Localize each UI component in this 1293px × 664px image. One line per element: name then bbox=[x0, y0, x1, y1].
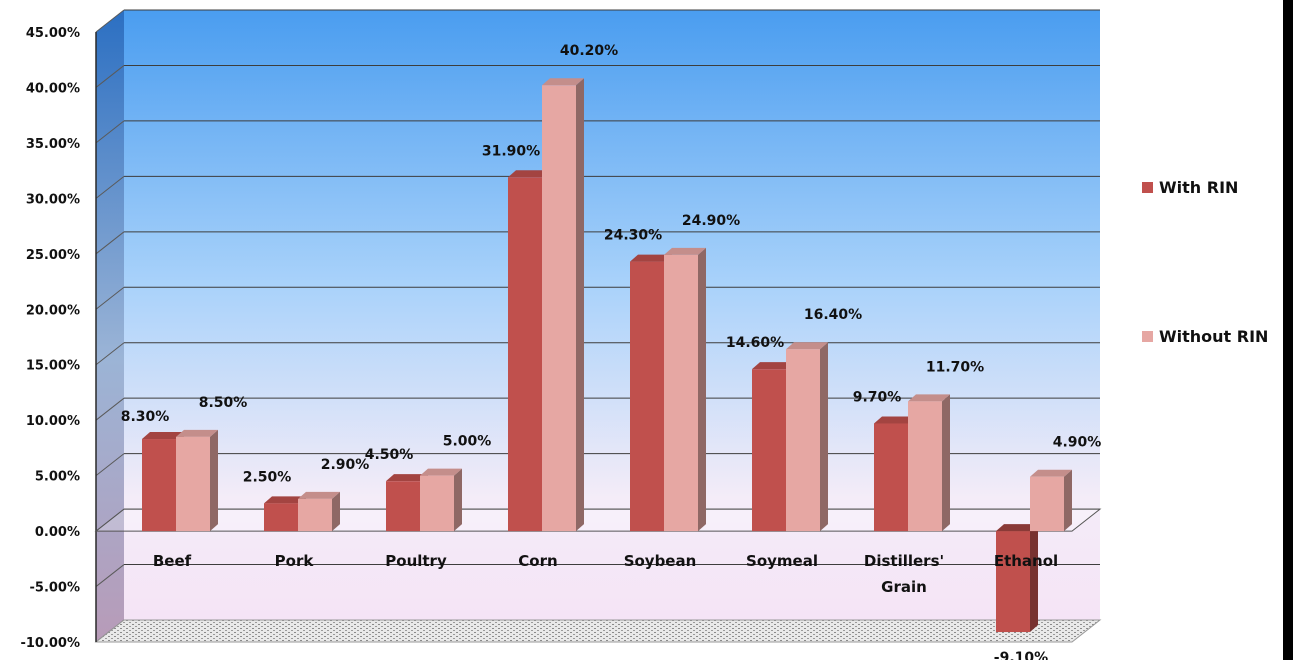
data-label: 4.90% bbox=[1053, 435, 1102, 451]
zero-plane bbox=[94, 508, 1102, 532]
x-tick-label: Distillers' bbox=[864, 552, 944, 570]
side-wall bbox=[96, 10, 124, 642]
legend-item-without-rin: Without RIN bbox=[1142, 327, 1268, 346]
y-tick-label: -10.00% bbox=[20, 636, 80, 651]
x-tick-label: Corn bbox=[518, 552, 557, 570]
gridline-side bbox=[95, 175, 125, 199]
legend-label-with-rin: With RIN bbox=[1159, 178, 1239, 197]
data-label: 24.90% bbox=[682, 213, 740, 229]
legend-item-with-rin: With RIN bbox=[1142, 178, 1238, 197]
y-tick-label: 10.00% bbox=[26, 414, 80, 429]
bar-without-rin bbox=[542, 78, 584, 532]
y-tick-label: 30.00% bbox=[26, 192, 80, 207]
x-tick-label: Pork bbox=[275, 552, 315, 570]
gridline-side bbox=[95, 231, 125, 255]
gridline-side bbox=[95, 120, 125, 144]
data-label: 8.30% bbox=[121, 409, 170, 425]
gridline-side bbox=[95, 9, 125, 33]
data-label: 40.20% bbox=[560, 43, 618, 59]
data-label: 2.90% bbox=[321, 457, 370, 473]
data-label: 9.70% bbox=[853, 390, 902, 406]
data-label: 8.50% bbox=[199, 395, 248, 411]
data-label: 11.70% bbox=[926, 359, 984, 375]
bar-without-rin bbox=[664, 247, 706, 532]
bar-with-rin bbox=[996, 524, 1038, 633]
y-tick-label: -5.00% bbox=[30, 581, 81, 596]
legend-label-without-rin: Without RIN bbox=[1159, 327, 1269, 346]
y-tick-label: 25.00% bbox=[26, 248, 80, 263]
legend-swatch-without-rin bbox=[1142, 331, 1153, 342]
data-label: 5.00% bbox=[443, 434, 492, 450]
bar-without-rin bbox=[908, 394, 950, 532]
data-label: -9.10% bbox=[994, 650, 1048, 660]
y-tick-label: 15.00% bbox=[26, 359, 80, 374]
gridline-side bbox=[95, 286, 125, 310]
bar-without-rin bbox=[420, 468, 462, 532]
data-label: 4.50% bbox=[365, 447, 414, 463]
data-label: 14.60% bbox=[726, 335, 784, 351]
gridline-side bbox=[95, 397, 125, 421]
gridline-side bbox=[95, 65, 125, 88]
data-label: 31.90% bbox=[482, 143, 540, 159]
x-tick-label: Beef bbox=[153, 552, 192, 570]
y-tick-label: 5.00% bbox=[35, 470, 80, 485]
y-tick-label: 40.00% bbox=[26, 81, 80, 96]
bar-without-rin bbox=[298, 491, 340, 532]
x-tick-label: Soymeal bbox=[746, 552, 818, 570]
data-label: 24.30% bbox=[604, 228, 662, 244]
gridline-side bbox=[95, 342, 125, 366]
chart-floor bbox=[94, 619, 1102, 643]
gridline-side bbox=[95, 564, 125, 587]
x-tick-label: Grain bbox=[881, 578, 927, 596]
x-tick-label: Soybean bbox=[624, 552, 697, 570]
bar-without-rin bbox=[1030, 469, 1072, 532]
y-tick-label: 35.00% bbox=[26, 137, 80, 152]
y-tick-label: 20.00% bbox=[26, 303, 80, 318]
bar-without-rin bbox=[176, 429, 218, 532]
legend-swatch-with-rin bbox=[1142, 182, 1153, 193]
x-tick-label: Ethanol bbox=[994, 552, 1058, 570]
y-tick-label: 45.00% bbox=[26, 26, 80, 41]
y-tick-label: 0.00% bbox=[35, 525, 80, 540]
x-tick-label: Poultry bbox=[385, 552, 447, 570]
data-label: 16.40% bbox=[804, 307, 862, 323]
gridline-side bbox=[95, 453, 125, 477]
right-border bbox=[1283, 0, 1293, 660]
bar-without-rin bbox=[786, 342, 828, 532]
data-label: 2.50% bbox=[243, 469, 292, 485]
